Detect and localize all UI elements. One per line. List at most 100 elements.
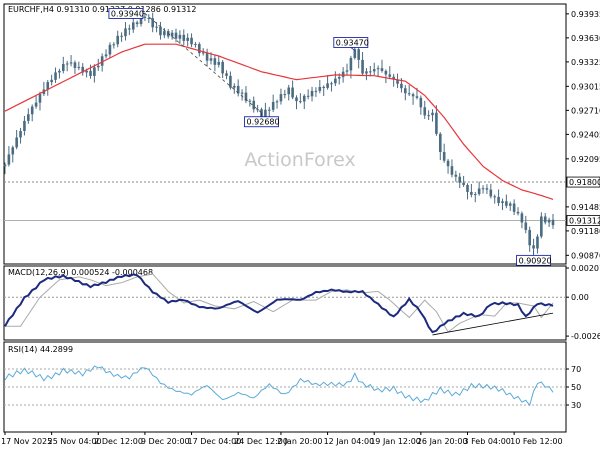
macd-trendline xyxy=(432,312,554,336)
candle-body xyxy=(50,79,53,83)
time-tick-label: 24 Dec 12:00 xyxy=(234,437,288,446)
candle-body xyxy=(283,94,287,96)
macd-tick-label: 0.00 xyxy=(571,293,589,302)
candle-body xyxy=(528,229,531,246)
candle-body xyxy=(85,70,88,73)
candle-body xyxy=(7,154,11,165)
price-tick-label: 0.93935 xyxy=(571,10,600,19)
swing-label-box xyxy=(244,116,279,128)
candle-body xyxy=(27,114,30,121)
candle-body xyxy=(11,147,15,155)
candle-body xyxy=(516,211,520,214)
candle-body xyxy=(131,22,135,30)
candle-body xyxy=(357,49,360,60)
candle-body xyxy=(505,201,508,206)
rsi-line xyxy=(4,365,554,407)
candle-body xyxy=(120,35,123,37)
candle-body xyxy=(190,37,193,45)
candle-body xyxy=(485,188,489,190)
candle-body xyxy=(302,95,306,102)
candle-body xyxy=(244,92,248,101)
swing-label: 0.92680 xyxy=(247,118,280,127)
candle-body xyxy=(174,32,178,39)
candle-body xyxy=(489,189,493,197)
candle-body xyxy=(396,79,399,84)
candle-body xyxy=(419,97,423,108)
price-tick-label: 0.91485 xyxy=(571,203,600,212)
time-tick-label: 17 Nov 2025 xyxy=(1,437,52,446)
candle-body xyxy=(310,90,314,97)
time-tick-label: 19 Jan 12:00 xyxy=(370,437,421,446)
candle-body xyxy=(229,75,232,88)
candle-body xyxy=(213,58,217,65)
level-label: 0.91800 xyxy=(569,178,600,187)
time-tick-label: 12 Jan 04:00 xyxy=(324,437,375,446)
candle-body xyxy=(217,61,221,65)
swing-label: 0.90920 xyxy=(519,256,552,265)
current-price-label: 0.91312 xyxy=(569,217,600,226)
candle-body xyxy=(330,83,333,85)
time-tick-label: 2 Jan 20:00 xyxy=(277,437,323,446)
candle-body xyxy=(512,203,516,212)
candle-body xyxy=(34,102,38,107)
swing-label: 0.93940 xyxy=(111,9,144,18)
candle-body xyxy=(365,71,368,74)
watermark: ActionForex xyxy=(244,149,355,171)
time-tick-label: 10 Feb 12:00 xyxy=(510,437,562,446)
candle-body xyxy=(411,94,415,97)
candle-body xyxy=(543,216,547,223)
swing-trendline xyxy=(144,13,262,114)
candle-body xyxy=(124,28,127,37)
candle-body xyxy=(15,137,18,148)
candle-body xyxy=(96,65,100,68)
candle-body xyxy=(450,166,454,175)
candle-body xyxy=(139,16,143,25)
candle-body xyxy=(407,93,411,95)
candle-body xyxy=(369,71,372,73)
candle-body xyxy=(198,44,201,54)
time-tick-label: 2 Dec 12:00 xyxy=(94,437,143,446)
candle-body xyxy=(201,52,205,54)
candle-body xyxy=(81,66,85,73)
candle-body xyxy=(376,68,380,70)
price-title: EURCHF,H4 0.91310 0.91327 0.91286 0.9131… xyxy=(8,5,196,14)
candle-body xyxy=(30,106,34,115)
candle-body xyxy=(551,219,555,226)
candle-body xyxy=(462,182,465,185)
macd-signal-line xyxy=(5,273,554,333)
candle-body xyxy=(155,26,158,28)
candle-body xyxy=(236,85,240,94)
rsi-tick-label: 50 xyxy=(571,383,581,392)
candle-body xyxy=(209,58,213,61)
candle-body xyxy=(388,74,392,77)
time-tick-label: 25 Nov 04:00 xyxy=(48,437,102,446)
candle-body xyxy=(318,86,322,91)
candle-body xyxy=(279,94,283,102)
rsi-title: RSI(14) 44.2899 xyxy=(8,345,73,354)
price-tick-label: 0.93015 xyxy=(571,82,600,91)
swing-label: 0.93470 xyxy=(336,38,369,47)
candle-body xyxy=(135,22,139,25)
candle-body xyxy=(442,151,446,161)
candle-body xyxy=(477,188,481,195)
candle-body xyxy=(46,82,50,90)
time-tick-label: 9 Dec 20:00 xyxy=(141,437,190,446)
candle-body xyxy=(337,77,341,79)
candle-body xyxy=(435,112,438,134)
candle-body xyxy=(392,76,395,80)
price-tick-label: 0.92405 xyxy=(571,130,600,139)
time-tick-label: 26 Jan 20:00 xyxy=(417,437,468,446)
candle-body xyxy=(240,92,244,94)
candle-body xyxy=(252,100,256,110)
candle-body xyxy=(384,70,388,75)
candle-body xyxy=(104,54,108,57)
candle-body xyxy=(194,44,197,46)
candle-body xyxy=(178,34,182,39)
candle-body xyxy=(159,26,162,36)
candle-body xyxy=(536,236,539,249)
candle-body xyxy=(205,52,209,61)
candle-body xyxy=(322,86,325,88)
candle-body xyxy=(108,44,112,55)
candle-body xyxy=(508,203,512,206)
